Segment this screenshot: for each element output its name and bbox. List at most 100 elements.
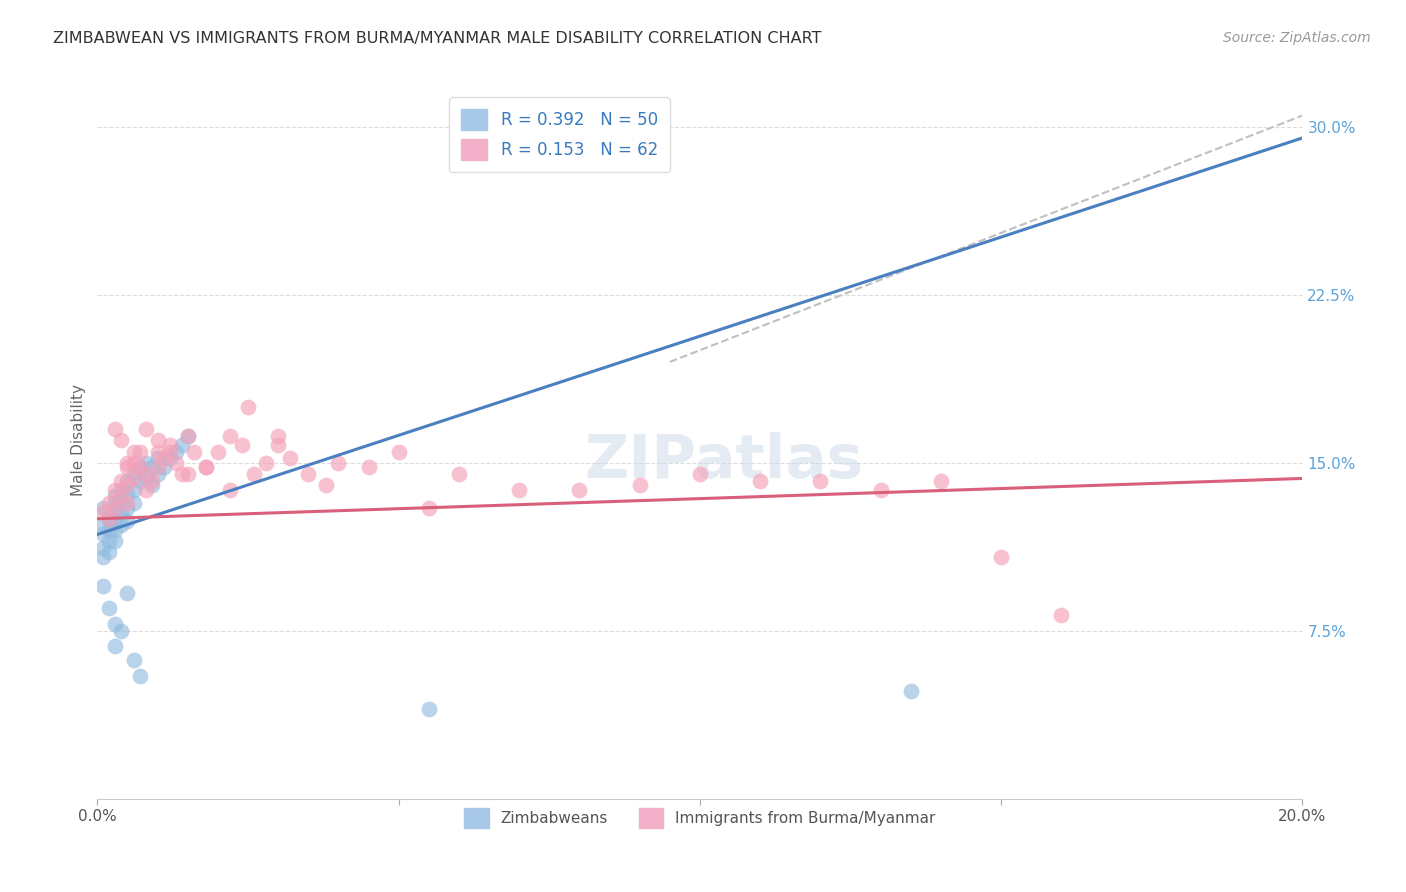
Point xyxy=(135,483,157,497)
Point xyxy=(219,483,242,497)
Point xyxy=(104,500,127,515)
Point xyxy=(117,514,139,528)
Point xyxy=(117,496,139,510)
Point xyxy=(117,478,139,492)
Point xyxy=(152,451,174,466)
Point xyxy=(315,478,337,492)
Point xyxy=(98,505,121,519)
Point xyxy=(93,505,115,519)
Point xyxy=(177,429,200,443)
Point xyxy=(328,456,350,470)
Point xyxy=(98,496,121,510)
Point xyxy=(117,585,139,599)
Point xyxy=(104,496,127,510)
Point xyxy=(117,500,139,515)
Point xyxy=(159,451,181,466)
Point xyxy=(98,545,121,559)
Point xyxy=(110,489,132,503)
Point xyxy=(128,460,150,475)
Point xyxy=(146,434,169,448)
Point xyxy=(98,601,121,615)
Point xyxy=(165,456,187,470)
Point xyxy=(122,444,145,458)
Point xyxy=(104,617,127,632)
Point xyxy=(194,460,217,475)
Point xyxy=(869,483,891,497)
Point xyxy=(122,496,145,510)
Point xyxy=(122,653,145,667)
Point xyxy=(219,429,242,443)
Point xyxy=(117,474,139,488)
Point xyxy=(122,456,145,470)
Point xyxy=(110,483,132,497)
Point xyxy=(135,422,157,436)
Point xyxy=(152,460,174,475)
Point xyxy=(122,471,145,485)
Point xyxy=(104,534,127,549)
Point xyxy=(110,505,132,519)
Point xyxy=(243,467,266,481)
Point xyxy=(93,527,115,541)
Text: ZIMBABWEAN VS IMMIGRANTS FROM BURMA/MYANMAR MALE DISABILITY CORRELATION CHART: ZIMBABWEAN VS IMMIGRANTS FROM BURMA/MYAN… xyxy=(53,31,823,46)
Point xyxy=(135,467,157,481)
Point xyxy=(104,514,127,528)
Point xyxy=(93,518,115,533)
Point xyxy=(110,493,132,508)
Point xyxy=(93,579,115,593)
Point xyxy=(128,668,150,682)
Point xyxy=(194,460,217,475)
Point xyxy=(810,474,832,488)
Point xyxy=(110,434,132,448)
Point xyxy=(122,467,145,481)
Point xyxy=(297,467,319,481)
Point xyxy=(146,444,169,458)
Point xyxy=(104,523,127,537)
Text: Source: ZipAtlas.com: Source: ZipAtlas.com xyxy=(1223,31,1371,45)
Point xyxy=(98,534,121,549)
Point xyxy=(568,483,591,497)
Point xyxy=(104,489,127,503)
Point xyxy=(177,429,200,443)
Point xyxy=(141,478,163,492)
Point xyxy=(93,541,115,555)
Point xyxy=(117,487,139,501)
Point xyxy=(128,444,150,458)
Point xyxy=(231,438,253,452)
Point xyxy=(141,460,163,475)
Point xyxy=(177,467,200,481)
Point xyxy=(104,640,127,654)
Point xyxy=(159,444,181,458)
Point xyxy=(104,483,127,497)
Point xyxy=(207,444,229,458)
Point xyxy=(98,512,121,526)
Point xyxy=(900,684,922,698)
Point xyxy=(146,460,169,475)
Point xyxy=(267,429,290,443)
Legend: Zimbabweans, Immigrants from Burma/Myanmar: Zimbabweans, Immigrants from Burma/Myanm… xyxy=(458,802,942,834)
Point xyxy=(128,460,150,475)
Point xyxy=(278,451,301,466)
Point xyxy=(128,474,150,488)
Point xyxy=(165,444,187,458)
Point xyxy=(98,523,121,537)
Point xyxy=(110,474,132,488)
Point xyxy=(104,505,127,519)
Point xyxy=(749,474,772,488)
Point xyxy=(141,474,163,488)
Point xyxy=(170,438,193,452)
Point xyxy=(357,460,380,475)
Point xyxy=(98,512,121,526)
Point xyxy=(447,467,470,481)
Point xyxy=(183,444,205,458)
Point xyxy=(689,467,711,481)
Point xyxy=(117,460,139,475)
Point xyxy=(159,438,181,452)
Point xyxy=(93,500,115,515)
Point xyxy=(122,483,145,497)
Point xyxy=(628,478,651,492)
Point xyxy=(110,518,132,533)
Point xyxy=(990,549,1012,564)
Point xyxy=(418,702,440,716)
Point xyxy=(254,456,277,470)
Point xyxy=(146,467,169,481)
